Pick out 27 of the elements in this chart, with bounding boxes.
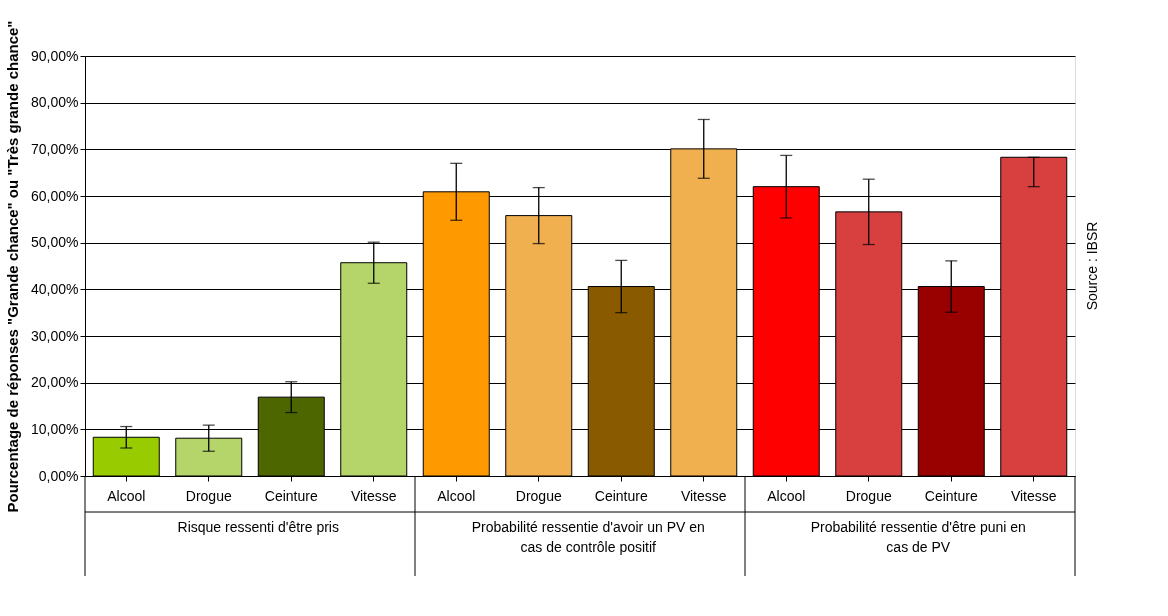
x-tick-label: Drogue [845,487,892,504]
y-tick-label: 0,00% [38,467,79,484]
x-tick-label: Drogue [515,487,562,504]
y-tick-label: 90,00% [31,47,79,64]
y-tick-label: 60,00% [31,187,79,204]
x-tick-label: Alcool [437,487,476,504]
source-note: Source : IBSR [1084,221,1100,311]
x-tick-label: Drogue [185,487,232,504]
x-tick-label: Vitesse [680,487,727,504]
y-tick-label: 20,00% [31,374,79,391]
y-tick-label: 10,00% [31,420,79,437]
y-tick-label: 80,00% [31,94,79,111]
text: Probabilité ressentie d'avoir un PV en cas de contrôle positif [471,519,705,555]
x-tick-label: Ceinture [924,487,978,504]
x-tick-label: Vitesse [350,487,397,504]
y-tick-label: 70,00% [31,140,79,157]
x-tick-label: Ceinture [594,487,648,504]
y-tick-label: 40,00% [31,280,79,297]
y-tick-label: 30,00% [31,327,79,344]
x-tick-label: Ceinture [264,487,318,504]
y-axis-title: Pourcentage de réponses "Grande chance" ou "Très grande chance" [4,20,22,513]
text: Probabilité ressentie d'être puni en cas de PV [810,519,1026,555]
text: Risque ressenti d'être pris [177,519,339,535]
x-tick-label: Alcool [107,487,146,504]
x-tick-label: Vitesse [1010,487,1057,504]
x-tick-label: Alcool [767,487,806,504]
y-tick-label: 50,00% [31,234,79,251]
